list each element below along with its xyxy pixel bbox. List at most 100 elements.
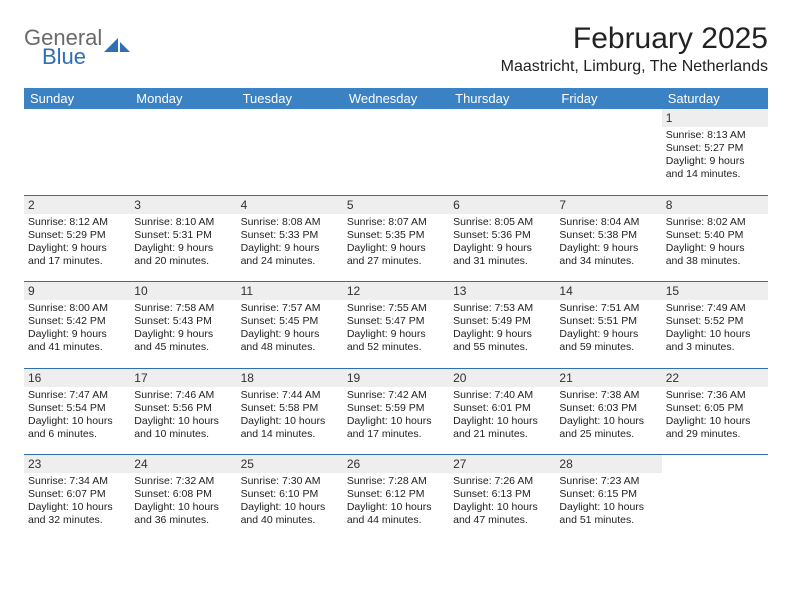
day-ss: Sunset: 5:45 PM (241, 315, 339, 328)
day-sr: Sunrise: 7:36 AM (666, 389, 764, 402)
day-info: Sunrise: 7:51 AMSunset: 5:51 PMDaylight:… (559, 302, 657, 355)
calendar-cell: 20Sunrise: 7:40 AMSunset: 6:01 PMDayligh… (449, 369, 555, 455)
day-sr: Sunrise: 8:04 AM (559, 216, 657, 229)
day-ss: Sunset: 5:47 PM (347, 315, 445, 328)
day-ss: Sunset: 6:07 PM (28, 488, 126, 501)
calendar-cell (449, 109, 555, 195)
day-d1: Daylight: 9 hours (453, 242, 551, 255)
calendar-cell: 9Sunrise: 8:00 AMSunset: 5:42 PMDaylight… (24, 282, 130, 368)
calendar-cell: 8Sunrise: 8:02 AMSunset: 5:40 PMDaylight… (662, 196, 768, 282)
day-d1: Daylight: 10 hours (559, 415, 657, 428)
day-d2: and 24 minutes. (241, 255, 339, 268)
day-number: 8 (662, 196, 768, 214)
day-sr: Sunrise: 7:46 AM (134, 389, 232, 402)
day-ss: Sunset: 5:35 PM (347, 229, 445, 242)
day-d2: and 55 minutes. (453, 341, 551, 354)
day-d1: Daylight: 10 hours (453, 501, 551, 514)
dow-monday: Monday (130, 88, 236, 109)
calendar-cell: 7Sunrise: 8:04 AMSunset: 5:38 PMDaylight… (555, 196, 661, 282)
day-info: Sunrise: 7:49 AMSunset: 5:52 PMDaylight:… (666, 302, 764, 355)
day-ss: Sunset: 6:12 PM (347, 488, 445, 501)
calendar-table: Sunday Monday Tuesday Wednesday Thursday… (24, 88, 768, 541)
day-sr: Sunrise: 7:49 AM (666, 302, 764, 315)
dow-saturday: Saturday (662, 88, 768, 109)
day-number: 12 (343, 282, 449, 300)
calendar-cell (343, 109, 449, 195)
day-number: 11 (237, 282, 343, 300)
day-d2: and 29 minutes. (666, 428, 764, 441)
day-sr: Sunrise: 7:38 AM (559, 389, 657, 402)
calendar-cell: 24Sunrise: 7:32 AMSunset: 6:08 PMDayligh… (130, 455, 236, 541)
day-info: Sunrise: 7:34 AMSunset: 6:07 PMDaylight:… (28, 475, 126, 528)
day-d1: Daylight: 10 hours (453, 415, 551, 428)
day-d1: Daylight: 9 hours (134, 242, 232, 255)
day-d1: Daylight: 9 hours (347, 242, 445, 255)
day-info: Sunrise: 7:53 AMSunset: 5:49 PMDaylight:… (453, 302, 551, 355)
calendar-cell: 23Sunrise: 7:34 AMSunset: 6:07 PMDayligh… (24, 455, 130, 541)
day-ss: Sunset: 6:10 PM (241, 488, 339, 501)
calendar-cell: 19Sunrise: 7:42 AMSunset: 5:59 PMDayligh… (343, 369, 449, 455)
day-d2: and 27 minutes. (347, 255, 445, 268)
day-ss: Sunset: 5:56 PM (134, 402, 232, 415)
day-d1: Daylight: 9 hours (134, 328, 232, 341)
day-d1: Daylight: 10 hours (666, 415, 764, 428)
day-number: 28 (555, 455, 661, 473)
logo-sail-icon (104, 34, 130, 56)
day-info: Sunrise: 7:36 AMSunset: 6:05 PMDaylight:… (666, 389, 764, 442)
calendar-cell: 10Sunrise: 7:58 AMSunset: 5:43 PMDayligh… (130, 282, 236, 368)
day-sr: Sunrise: 8:02 AM (666, 216, 764, 229)
day-d1: Daylight: 10 hours (134, 501, 232, 514)
calendar-cell (237, 109, 343, 195)
day-d2: and 32 minutes. (28, 514, 126, 527)
day-sr: Sunrise: 8:13 AM (666, 129, 764, 142)
day-d2: and 40 minutes. (241, 514, 339, 527)
day-d1: Daylight: 10 hours (28, 415, 126, 428)
day-ss: Sunset: 5:33 PM (241, 229, 339, 242)
day-d1: Daylight: 9 hours (559, 242, 657, 255)
day-sr: Sunrise: 7:47 AM (28, 389, 126, 402)
day-ss: Sunset: 5:52 PM (666, 315, 764, 328)
day-d2: and 6 minutes. (28, 428, 126, 441)
day-number: 9 (24, 282, 130, 300)
day-sr: Sunrise: 7:42 AM (347, 389, 445, 402)
day-d2: and 51 minutes. (559, 514, 657, 527)
logo: General Blue (24, 28, 130, 68)
day-sr: Sunrise: 8:00 AM (28, 302, 126, 315)
location-label: Maastricht, Limburg, The Netherlands (501, 58, 768, 76)
day-number: 3 (130, 196, 236, 214)
day-d1: Daylight: 10 hours (347, 501, 445, 514)
day-sr: Sunrise: 8:12 AM (28, 216, 126, 229)
dow-sunday: Sunday (24, 88, 130, 109)
calendar-cell: 25Sunrise: 7:30 AMSunset: 6:10 PMDayligh… (237, 455, 343, 541)
day-d1: Daylight: 9 hours (666, 242, 764, 255)
day-d1: Daylight: 9 hours (241, 328, 339, 341)
calendar-cell: 13Sunrise: 7:53 AMSunset: 5:49 PMDayligh… (449, 282, 555, 368)
day-ss: Sunset: 6:15 PM (559, 488, 657, 501)
day-number: 15 (662, 282, 768, 300)
day-sr: Sunrise: 7:58 AM (134, 302, 232, 315)
day-ss: Sunset: 6:01 PM (453, 402, 551, 415)
day-number: 26 (343, 455, 449, 473)
day-d1: Daylight: 10 hours (666, 328, 764, 341)
day-d2: and 21 minutes. (453, 428, 551, 441)
day-number: 6 (449, 196, 555, 214)
calendar-week: 1Sunrise: 8:13 AMSunset: 5:27 PMDaylight… (24, 109, 768, 195)
day-d2: and 25 minutes. (559, 428, 657, 441)
calendar-cell: 17Sunrise: 7:46 AMSunset: 5:56 PMDayligh… (130, 369, 236, 455)
day-d2: and 47 minutes. (453, 514, 551, 527)
month-title: February 2025 (501, 22, 768, 56)
calendar-cell: 28Sunrise: 7:23 AMSunset: 6:15 PMDayligh… (555, 455, 661, 541)
day-of-week-row: Sunday Monday Tuesday Wednesday Thursday… (24, 88, 768, 109)
day-d1: Daylight: 10 hours (347, 415, 445, 428)
day-ss: Sunset: 5:38 PM (559, 229, 657, 242)
day-sr: Sunrise: 7:55 AM (347, 302, 445, 315)
calendar-cell: 18Sunrise: 7:44 AMSunset: 5:58 PMDayligh… (237, 369, 343, 455)
day-info: Sunrise: 8:04 AMSunset: 5:38 PMDaylight:… (559, 216, 657, 269)
day-number: 25 (237, 455, 343, 473)
day-number: 2 (24, 196, 130, 214)
day-ss: Sunset: 5:29 PM (28, 229, 126, 242)
day-ss: Sunset: 5:36 PM (453, 229, 551, 242)
day-info: Sunrise: 8:07 AMSunset: 5:35 PMDaylight:… (347, 216, 445, 269)
day-sr: Sunrise: 7:23 AM (559, 475, 657, 488)
day-info: Sunrise: 8:10 AMSunset: 5:31 PMDaylight:… (134, 216, 232, 269)
